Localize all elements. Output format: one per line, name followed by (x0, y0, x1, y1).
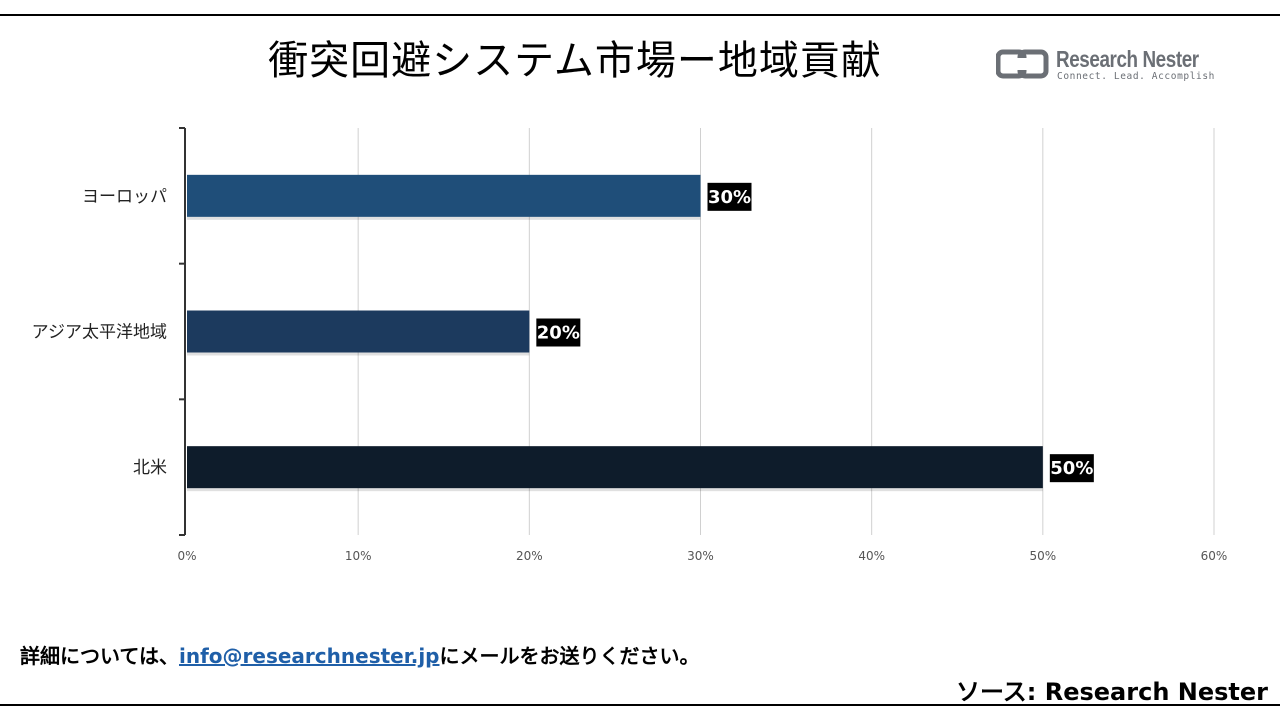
data-label: 20% (537, 323, 580, 344)
data-label-bg (707, 182, 752, 211)
x-tick-label: 30% (687, 549, 714, 563)
data-label: 50% (1050, 458, 1093, 479)
chart-title: 衝突回避システム市場ー地域貢献 (268, 38, 882, 84)
contact-line: 詳細については、info@researchnester.jpにメールをお送りくだ… (20, 640, 700, 669)
x-tick-label: 0% (177, 549, 196, 563)
top-border-line (0, 14, 1280, 16)
bar-chart: 0% 10% 20% 30% 40% 50% 60% ヨーロッパ 30% アジア太平洋地域 20% 北… (32, 127, 1228, 563)
x-tick-label: 60% (1201, 549, 1228, 563)
logo-mark-icon (996, 49, 1049, 79)
contact-suffix: にメールをお送りください。 (439, 644, 700, 668)
bar-1 (187, 174, 701, 217)
data-label-bg (536, 318, 581, 347)
research-nester-logo: Research Nester Connect. Lead. Accomplis… (996, 46, 1236, 86)
x-tick-label: 40% (858, 549, 885, 563)
contact-email-link[interactable]: info@researchnester.jp (179, 644, 440, 668)
category-label: ヨーロッパ (82, 187, 167, 207)
x-tick-label: 20% (516, 549, 543, 563)
data-label: 30% (708, 187, 751, 208)
source-credit: ソース: Research Nester (955, 678, 1268, 706)
bar-3 (187, 446, 1043, 489)
bottom-border-line (0, 704, 1280, 706)
x-tick-label: 50% (1029, 549, 1056, 563)
contact-prefix: 詳細については、 (20, 644, 179, 668)
bar-2 (187, 310, 530, 353)
x-tick-label: 10% (345, 549, 372, 563)
data-label-bg (1049, 454, 1094, 483)
category-label: 北米 (133, 458, 167, 478)
category-label: アジア太平洋地域 (32, 323, 167, 343)
logo-tagline: Connect. Lead. Accomplish (1057, 71, 1215, 82)
logo-name: Research Nester (1056, 46, 1199, 72)
